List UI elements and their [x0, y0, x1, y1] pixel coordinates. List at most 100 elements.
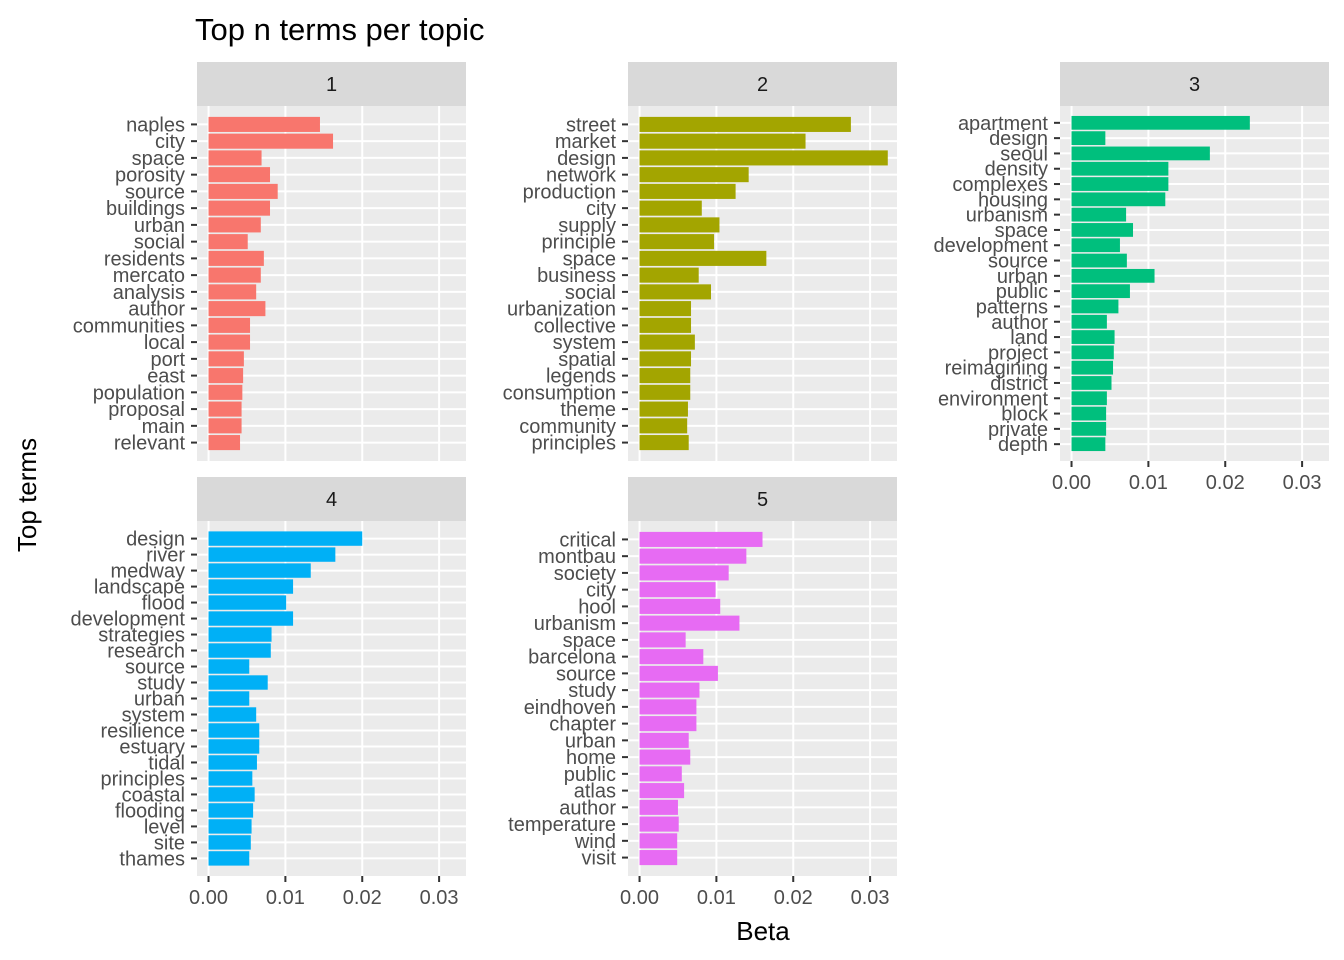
bar-site [208, 835, 251, 850]
x-tick-label: 0.03 [1283, 472, 1322, 494]
category-label: density [985, 159, 1048, 181]
bar-network [639, 167, 749, 183]
x-tick-label: 0.00 [189, 887, 228, 909]
category-label: city [586, 580, 616, 602]
y-axis-title: Top terms [12, 438, 42, 552]
bar-resilience [208, 723, 260, 738]
bar-system [639, 334, 695, 350]
category-label: urban [134, 215, 185, 237]
category-label: theme [560, 399, 616, 421]
facet-panel-1: 1 naplescityspaceporositysourcebuildingsu… [73, 62, 466, 461]
category-label: barcelona [528, 647, 617, 669]
bar-author [639, 799, 678, 815]
facet-strip [197, 62, 466, 106]
category-label: source [988, 251, 1048, 273]
bar-analysis [208, 284, 257, 300]
category-label: design [557, 148, 616, 170]
bar-urbanism [639, 615, 740, 631]
category-label: naples [126, 114, 185, 136]
bar-source [639, 665, 718, 681]
category-label: complexes [952, 174, 1048, 196]
category-label: production [523, 181, 616, 203]
bar-seoul [1071, 146, 1210, 161]
bar-city [639, 200, 702, 216]
bar-spatial [639, 351, 692, 367]
category-label: flooding [115, 800, 185, 822]
category-label: urbanism [534, 613, 616, 635]
bar-atlas [639, 783, 685, 799]
category-label: flood [142, 593, 185, 615]
bar-legends [639, 368, 691, 384]
category-label: urban [997, 266, 1048, 288]
bar-wind [639, 833, 678, 849]
bar-block [1071, 406, 1107, 421]
bar-chapter [639, 716, 697, 732]
bar-temperature [639, 816, 679, 832]
category-label: research [107, 641, 185, 663]
category-label: reimagining [945, 358, 1048, 380]
bar-level [208, 819, 252, 834]
category-label: wind [574, 831, 616, 853]
bar-naples [208, 116, 320, 132]
category-label: city [586, 198, 616, 220]
bar-urbanism [1071, 207, 1127, 222]
category-label: depth [998, 434, 1048, 456]
bar-complexes [1071, 177, 1169, 191]
category-label: tidal [148, 752, 185, 774]
bar-mercato [208, 267, 261, 283]
bar-patterns [1071, 299, 1119, 314]
category-label: collective [534, 315, 616, 337]
bar-medway [208, 563, 311, 578]
category-label: system [122, 704, 185, 726]
category-label: buildings [106, 198, 185, 220]
facet-strip [628, 62, 897, 106]
bar-research [208, 643, 271, 658]
bar-critical [639, 531, 763, 547]
bar-environment [1071, 391, 1107, 406]
category-label: site [154, 832, 185, 854]
category-label: legends [546, 366, 616, 388]
category-label: urban [565, 730, 616, 752]
category-label: space [995, 220, 1048, 242]
bar-space [639, 632, 686, 648]
bar-collective [639, 317, 692, 333]
category-label: district [990, 373, 1048, 395]
facet-panel-3: 3 apartmentdesignseouldensitycomplexeshou… [933, 62, 1329, 494]
facet-strip-label: 1 [326, 74, 337, 96]
category-label: resilience [101, 720, 185, 742]
bar-society [639, 565, 729, 581]
category-label: seoul [1000, 143, 1048, 165]
category-label: hool [578, 596, 616, 618]
bar-visit [639, 850, 678, 866]
facet-panel-2: 2 streetmarketdesignnetworkproductioncity… [503, 62, 897, 461]
bar-project [1071, 345, 1114, 360]
category-label: coastal [122, 784, 185, 806]
x-tick-label: 0.03 [420, 887, 459, 909]
bar-reimagining [1071, 360, 1114, 375]
x-tick-label: 0.03 [851, 887, 890, 909]
bar-flood [208, 595, 287, 610]
bar-design [208, 531, 363, 546]
category-label: development [933, 235, 1048, 257]
bar-land [1071, 330, 1115, 344]
bar-community [639, 418, 688, 434]
category-label: author [559, 797, 616, 819]
bar-urban [1071, 268, 1155, 283]
bar-space [1071, 223, 1134, 237]
category-label: home [566, 747, 616, 769]
bar-supply [639, 217, 720, 233]
category-label: residents [104, 248, 185, 270]
category-label: space [563, 248, 616, 270]
category-label: urbanization [507, 299, 616, 321]
bar-thames [208, 851, 250, 866]
x-tick-label: 0.01 [266, 887, 305, 909]
bar-urban [208, 691, 250, 706]
bar-source [1071, 253, 1127, 268]
bar-urban [208, 217, 261, 233]
category-label: critical [559, 529, 616, 551]
category-label: study [137, 673, 185, 695]
x-tick-label: 0.00 [620, 887, 659, 909]
category-label: thames [119, 848, 185, 870]
category-label: environment [938, 388, 1049, 410]
